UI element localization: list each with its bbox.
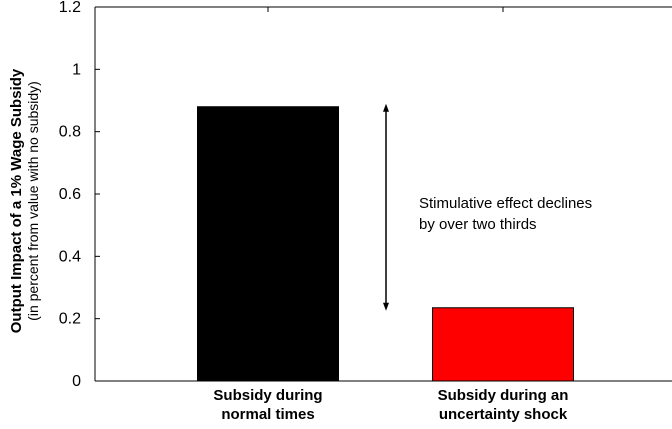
y-tick-label: 1.2 xyxy=(59,0,81,16)
x-category-labels: Subsidy during normal times Subsidy during… xyxy=(213,387,568,423)
y-tick-label: 0.8 xyxy=(59,124,81,141)
bars xyxy=(197,106,574,382)
y-tick-label: 0.2 xyxy=(59,311,81,328)
arrow-head-down xyxy=(383,302,389,311)
y-ticks: 0 0.2 0.4 0.6 0.8 1 1.2 xyxy=(59,0,100,390)
bar-2 xyxy=(432,307,574,382)
y-tick-label: 0.4 xyxy=(59,248,81,265)
y-axis-sublabel: (in percent from value with no subsidy) xyxy=(25,81,41,321)
y-tick-label: 1 xyxy=(72,61,81,78)
annotation: Stimulative effect declines by over two t… xyxy=(383,103,592,311)
y-tick-label: 0.6 xyxy=(59,186,81,203)
x-category-label: Subsidy during normal times xyxy=(213,387,322,423)
annotation-text: Stimulative effect declines by over two t… xyxy=(419,195,592,233)
x-category-label: Subsidy during an uncertainty shock xyxy=(438,387,569,423)
y-axis-label: Output Impact of a 1% Wage Subsidy xyxy=(8,68,25,333)
arrow-head-up xyxy=(383,103,389,112)
bar-1 xyxy=(197,106,339,382)
axes xyxy=(94,6,672,382)
y-tick-label: 0 xyxy=(72,373,81,390)
